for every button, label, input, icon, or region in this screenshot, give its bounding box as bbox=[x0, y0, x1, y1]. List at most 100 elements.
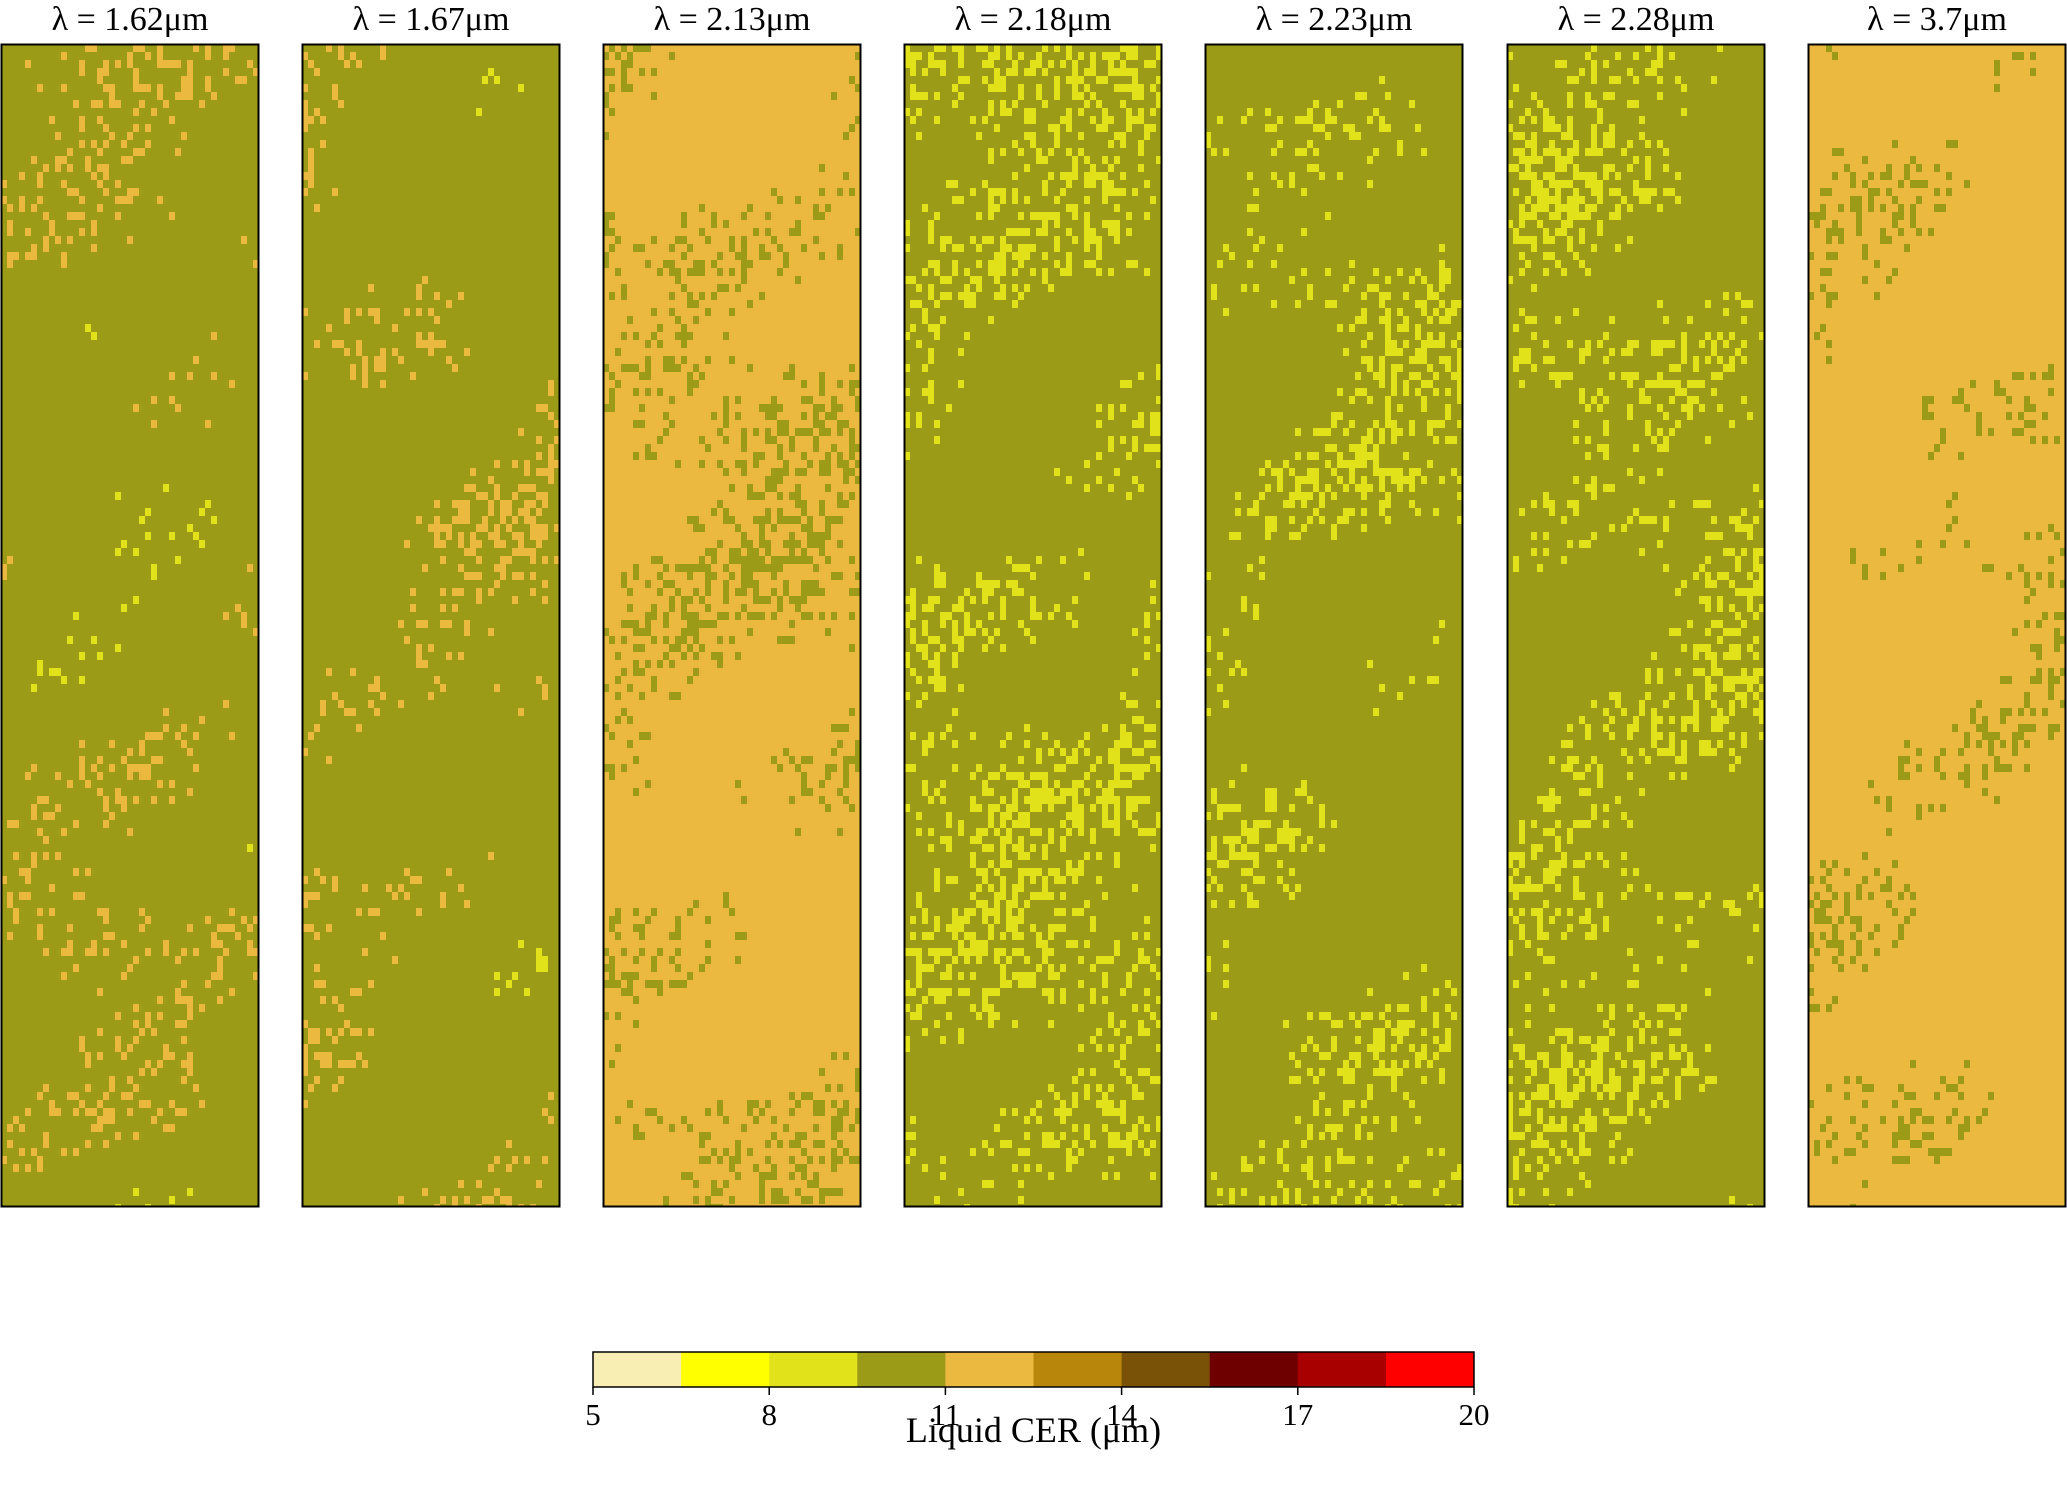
cer-pixel bbox=[1597, 1052, 1603, 1060]
cer-pixel bbox=[1603, 1020, 1609, 1028]
cer-pixel bbox=[1217, 684, 1223, 692]
cer-pixel bbox=[518, 508, 524, 516]
cer-pixel bbox=[988, 636, 994, 644]
cer-pixel bbox=[855, 588, 861, 596]
cer-pixel bbox=[1711, 700, 1717, 708]
cer-pixel bbox=[1018, 948, 1024, 956]
cer-pixel bbox=[1693, 700, 1699, 708]
cer-pixel bbox=[1597, 780, 1603, 788]
cer-pixel bbox=[1681, 356, 1687, 364]
cer-pixel bbox=[1633, 1076, 1639, 1084]
cer-pixel bbox=[849, 468, 855, 476]
cer-pixel bbox=[1000, 84, 1006, 92]
cer-pixel bbox=[1036, 892, 1042, 900]
cer-pixel bbox=[1439, 1076, 1445, 1084]
cer-pixel bbox=[1525, 212, 1531, 220]
cer-pixel bbox=[1711, 76, 1717, 84]
cer-pixel bbox=[320, 116, 326, 124]
cer-pixel bbox=[139, 748, 145, 756]
cer-pixel bbox=[1253, 852, 1259, 860]
cer-pixel bbox=[765, 516, 771, 524]
cer-pixel bbox=[958, 52, 964, 60]
cer-pixel bbox=[795, 828, 801, 836]
cer-pixel bbox=[61, 676, 67, 684]
cer-pixel bbox=[1036, 156, 1042, 164]
cer-pixel bbox=[1579, 172, 1585, 180]
cer-pixel bbox=[169, 1124, 175, 1132]
cer-pixel bbox=[1735, 612, 1741, 620]
cer-pixel bbox=[687, 372, 693, 380]
cer-pixel bbox=[693, 524, 699, 532]
cer-pixel bbox=[1289, 492, 1295, 500]
cer-pixel bbox=[1060, 1116, 1066, 1124]
cer-pixel bbox=[2006, 572, 2012, 580]
cer-pixel bbox=[1084, 244, 1090, 252]
cer-pixel bbox=[1144, 956, 1150, 964]
cer-pixel bbox=[1609, 484, 1615, 492]
cer-pixel bbox=[1156, 1020, 1162, 1028]
cer-pixel bbox=[115, 212, 121, 220]
cer-pixel bbox=[1651, 1060, 1657, 1068]
cer-pixel bbox=[687, 244, 693, 252]
cer-pixel bbox=[1850, 916, 1856, 924]
cer-pixel bbox=[31, 804, 37, 812]
cer-pixel bbox=[693, 300, 699, 308]
cer-pixel bbox=[2030, 68, 2036, 76]
cer-pixel bbox=[1711, 580, 1717, 588]
cer-pixel bbox=[819, 212, 825, 220]
cer-pixel bbox=[1066, 180, 1072, 188]
cer-pixel bbox=[922, 788, 928, 796]
cer-pixel bbox=[1615, 1052, 1621, 1060]
cer-pixel bbox=[1150, 1012, 1156, 1020]
cer-pixel bbox=[1036, 940, 1042, 948]
cer-pixel bbox=[61, 156, 67, 164]
cer-pixel bbox=[855, 116, 861, 124]
cer-pixel bbox=[2024, 740, 2030, 748]
cer-pixel bbox=[747, 564, 753, 572]
cer-pixel bbox=[1591, 244, 1597, 252]
cer-pixel bbox=[1639, 188, 1645, 196]
cer-pixel bbox=[958, 292, 964, 300]
cer-pixel bbox=[554, 460, 560, 468]
cer-pixel bbox=[675, 980, 681, 988]
cer-pixel bbox=[747, 580, 753, 588]
cer-pixel bbox=[1970, 716, 1976, 724]
cer-pixel bbox=[855, 476, 861, 484]
cer-pixel bbox=[1519, 252, 1525, 260]
cer-pixel bbox=[934, 564, 940, 572]
cer-pixel bbox=[548, 476, 554, 484]
cer-pixel bbox=[723, 564, 729, 572]
cer-pixel bbox=[1114, 1172, 1120, 1180]
cer-pixel bbox=[1211, 292, 1217, 300]
cer-pixel bbox=[1681, 892, 1687, 900]
cer-pixel bbox=[964, 284, 970, 292]
cer-pixel bbox=[837, 828, 843, 836]
cer-pixel bbox=[145, 52, 151, 60]
cer-pixel bbox=[1030, 268, 1036, 276]
cer-pixel bbox=[91, 636, 97, 644]
cer-pixel bbox=[518, 532, 524, 540]
cer-pixel bbox=[187, 748, 193, 756]
cer-pixel bbox=[1591, 932, 1597, 940]
cer-pixel bbox=[1036, 964, 1042, 972]
cer-pixel bbox=[1639, 1028, 1645, 1036]
cer-pixel bbox=[1000, 980, 1006, 988]
cer-pixel bbox=[916, 948, 922, 956]
cer-pixel bbox=[1283, 1188, 1289, 1196]
cer-pixel bbox=[133, 76, 139, 84]
cer-pixel bbox=[1753, 612, 1759, 620]
panel-5: λ = 2.23μm bbox=[1204, 1, 1464, 1208]
cer-pixel bbox=[1597, 444, 1603, 452]
cer-pixel bbox=[1735, 644, 1741, 652]
cer-pixel bbox=[988, 188, 994, 196]
cer-pixel bbox=[940, 796, 946, 804]
cer-pixel bbox=[1567, 908, 1573, 916]
cer-pixel bbox=[1301, 268, 1307, 276]
cer-pixel bbox=[1403, 1060, 1409, 1068]
cer-pixel bbox=[771, 1116, 777, 1124]
cer-pixel bbox=[1579, 1084, 1585, 1092]
cer-pixel bbox=[1856, 220, 1862, 228]
cer-pixel bbox=[187, 92, 193, 100]
cer-pixel bbox=[639, 924, 645, 932]
cer-pixel bbox=[1519, 836, 1525, 844]
